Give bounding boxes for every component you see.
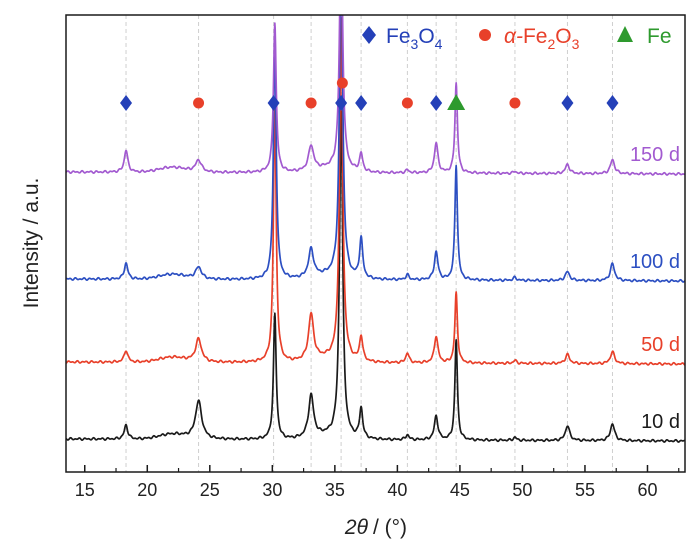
legend-entry-fe3o4: Fe3O4: [362, 25, 443, 52]
curve-150-d: [66, 15, 685, 176]
curve-10-d: [66, 105, 685, 443]
curve-100-d: [66, 15, 685, 283]
plot-frame: [65, 14, 686, 473]
curve-label-50-d: 50 d: [641, 334, 680, 356]
x-tick-label-60: 60: [637, 480, 657, 500]
diffraction-curves: [66, 15, 685, 443]
legend-circle-icon: [479, 29, 491, 41]
marker-a-Fe2O3-1-1: [305, 97, 317, 109]
curve-label-150-d: 150 d: [630, 144, 680, 166]
marker-a-Fe2O3-1-2: [401, 97, 413, 109]
marker-Fe3O4-0-3: [355, 95, 368, 111]
marker-a-Fe2O3-1-3: [509, 97, 521, 109]
x-tick-label-45: 45: [450, 480, 470, 500]
phase-markers: [120, 77, 619, 111]
x-tick-label-50: 50: [512, 480, 532, 500]
legend-label-fe: Fe: [647, 25, 672, 48]
x-tick-label-15: 15: [75, 480, 95, 500]
x-tick-label-35: 35: [325, 480, 345, 500]
legend-label-hematite: α-Fe2O3: [504, 25, 580, 52]
marker-Fe3O4-0-5: [561, 95, 574, 111]
marker-Fe3O4-0-1: [267, 95, 280, 111]
x-tick-label-30: 30: [262, 480, 282, 500]
x-axis-ticks: 15 20 25 30 35 40 45 50 55 60: [75, 465, 680, 500]
marker-Fe-3-0: [447, 94, 466, 110]
marker-Fe3O4-0-4: [430, 95, 443, 111]
legend: Fe3O4 α-Fe2O3 Fe: [362, 25, 672, 52]
legend-entry-fe: Fe: [617, 25, 672, 48]
x-tick-label-40: 40: [387, 480, 407, 500]
legend-entry-hematite: α-Fe2O3: [479, 25, 580, 52]
x-axis-label: 2θ / (°): [344, 516, 407, 539]
marker-a-Fe2O3-2-0: [336, 77, 348, 89]
x-tick-label-55: 55: [575, 480, 595, 500]
legend-diamond-icon: [362, 26, 376, 44]
curve-label-100-d: 100 d: [630, 251, 680, 273]
marker-Fe3O4-0-6: [606, 95, 619, 111]
marker-Fe3O4-0-0: [120, 95, 133, 111]
marker-Fe3O4-0-2: [335, 95, 348, 111]
x-tick-label-25: 25: [200, 480, 220, 500]
legend-label-fe3o4: Fe3O4: [386, 25, 443, 52]
y-axis-label: Intensity / a.u.: [20, 178, 43, 309]
legend-triangle-icon: [617, 26, 633, 42]
curve-label-10-d: 10 d: [641, 411, 680, 433]
curve-labels: 10 d 50 d 100 d 150 d: [630, 144, 680, 433]
curve-50-d: [66, 17, 685, 366]
marker-a-Fe2O3-1-0: [193, 97, 205, 109]
x-tick-label-20: 20: [137, 480, 157, 500]
